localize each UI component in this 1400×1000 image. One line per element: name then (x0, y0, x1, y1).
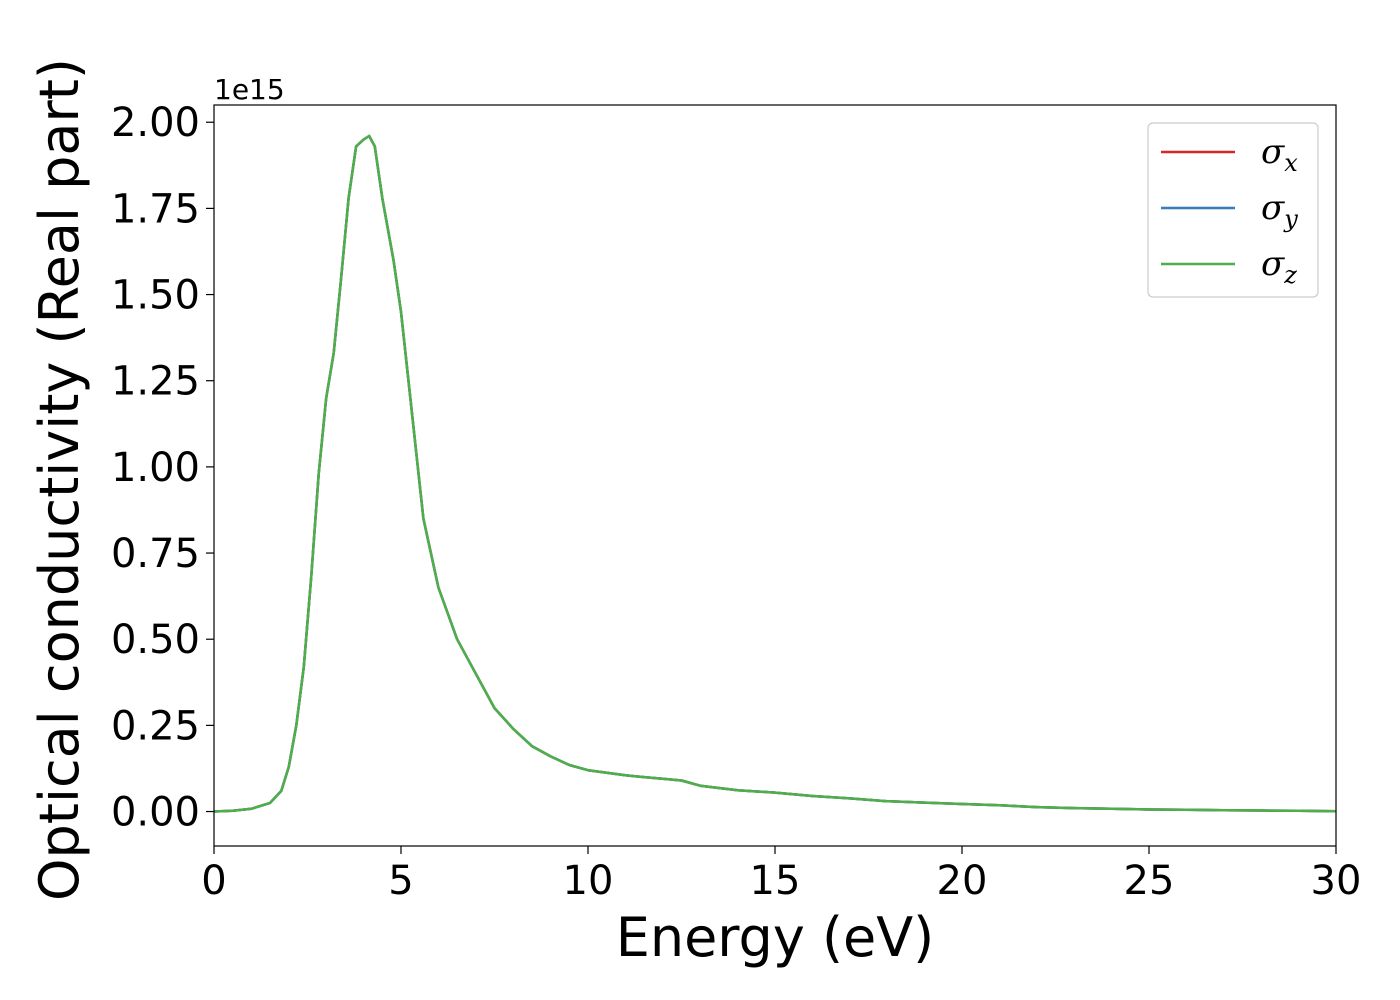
x-tick-label: 5 (388, 858, 413, 904)
y-tick-label: 1.75 (111, 186, 200, 232)
legend-box (1147, 122, 1319, 298)
y-tick-label: 2.00 (111, 100, 200, 146)
series-line-z (213, 134, 1337, 813)
x-axis-title: Energy (eV) (616, 906, 935, 969)
x-tick-label: 25 (1124, 858, 1175, 904)
series-layer (213, 134, 1337, 813)
x-tick-label: 15 (750, 858, 801, 904)
y-axis-title: Optical conductivity (Real part) (28, 58, 91, 901)
x-tick-label: 10 (563, 858, 614, 904)
legend-label-z: σz (1261, 244, 1297, 289)
y-tick-label: 0.50 (111, 617, 200, 663)
y-tick-label: 0.00 (111, 790, 200, 836)
y-axis: 0.00 0.25 0.50 0.75 1.00 1.25 1.50 1.75 2.00 (111, 100, 214, 836)
y-tick-label: 0.75 (111, 531, 200, 577)
x-axis: 0 5 10 15 20 25 30 (201, 846, 1361, 904)
legend: σx σy σz (1147, 122, 1319, 298)
legend-label-y: σy (1261, 188, 1298, 233)
y-tick-label: 0.25 (111, 703, 200, 749)
y-tick-label: 1.25 (111, 359, 200, 405)
x-tick-label: 0 (201, 858, 226, 904)
legend-label-x: σx (1261, 132, 1298, 177)
y-tick-label: 1.50 (111, 273, 200, 319)
y-tick-label: 1.00 (111, 445, 200, 491)
x-tick-label: 20 (937, 858, 988, 904)
x-tick-label: 30 (1311, 858, 1362, 904)
y-axis-offset-label: 1e15 (214, 73, 285, 106)
